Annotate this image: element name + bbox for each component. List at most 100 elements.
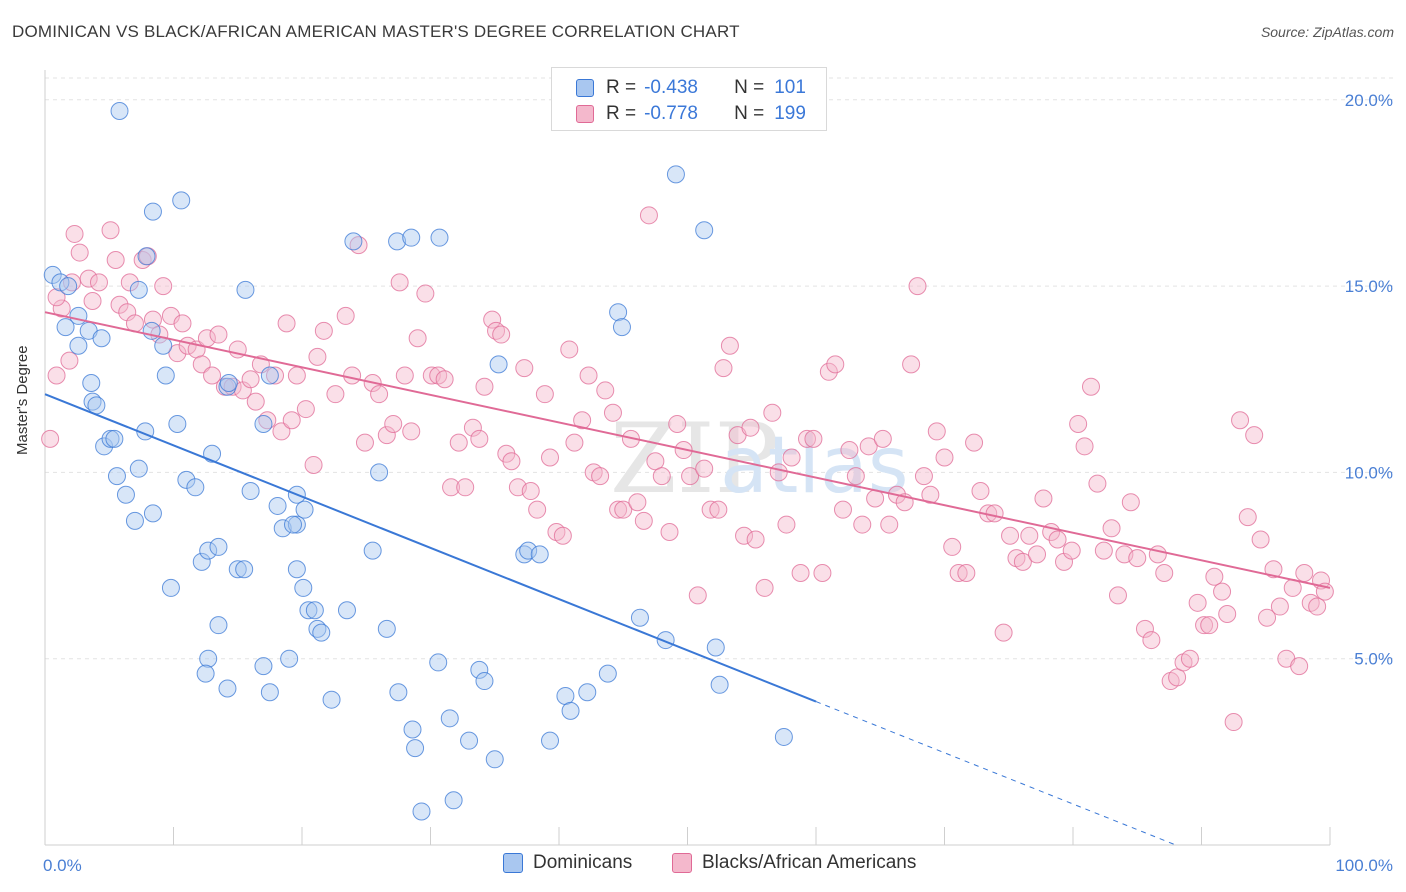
blacks-point [1195,616,1214,635]
blacks-point [628,493,647,512]
dominicans-point [177,470,196,489]
blacks-point [833,500,852,519]
dominicans-point [389,683,408,702]
legend-item-blacks[interactable]: Blacks/African Americans [672,852,916,874]
dominicans-point [363,541,382,560]
blacks-point [971,482,990,501]
blacks-point [384,414,403,433]
blacks-point [287,366,306,385]
series-legend: Dominicans Blacks/African Americans [0,852,1406,878]
dominicans-point [630,608,649,627]
blacks-point [79,269,98,288]
blacks-point [591,467,610,486]
blacks-point [927,422,946,441]
dominicans-label: Dominicans [533,852,633,873]
blacks-trend-line [44,311,1331,589]
blacks-swatch [672,853,692,873]
dominicans-point [241,482,260,501]
legend-row-blacks: R = -0.778 N = 199 [576,102,806,126]
blacks-point [1075,437,1094,456]
blacks-point [173,314,192,333]
dominicans-point [209,537,228,556]
legend-n-label: N = [734,77,765,98]
blacks-point [1188,593,1207,612]
blacks-point [660,523,679,542]
legend-swatch-blue [576,79,594,97]
dominicans-point [706,638,725,657]
dominicans-trend-extension [815,701,1176,846]
blacks-point [935,448,954,467]
blacks-point [1001,526,1020,545]
dominicans-point [284,515,303,534]
dominicans-point [56,318,75,337]
blacks-point [47,366,66,385]
blacks-point [880,515,899,534]
blacks-point [763,403,782,422]
blacks-point [1224,713,1243,732]
blacks-point [873,429,892,448]
blacks-point [709,500,728,519]
blacks-point [1200,616,1219,635]
blacks-point [1121,493,1140,512]
blacks-point [1048,530,1067,549]
blacks-point [603,403,622,422]
blacks-point [296,400,315,419]
blacks-point [377,426,396,445]
blacks-point [1205,567,1224,586]
dominicans-point [295,500,314,519]
legend-n-label: N = [734,103,765,124]
dominicans-point [312,623,331,642]
blacks-point [755,578,774,597]
dominicans-point [294,578,313,597]
blacks-point [1088,474,1107,493]
blacks-point [1062,541,1081,560]
legend-r-value: -0.438 [644,77,698,98]
blacks-point [791,564,810,583]
blacks-point [573,411,592,430]
dominicans-point [107,467,126,486]
dominicans-point [228,560,247,579]
dominicans-point [186,478,205,497]
legend-row-dominicans: R = -0.438 N = 101 [576,76,806,100]
legend-swatch-pink [576,105,594,123]
blacks-point [695,459,714,478]
dominicans-point [444,791,463,810]
dominicans-point [485,750,504,769]
blacks-point [483,310,502,329]
blacks-point [463,418,482,437]
y-tick-label: 15.0% [1345,277,1393,296]
blacks-point [819,362,838,381]
blacks-point [192,355,211,374]
blacks-point [853,515,872,534]
dominicans-point [489,355,508,374]
dominicans-point [116,485,135,504]
blacks-point [101,221,120,240]
blacks-point [652,467,671,486]
dominicans-point [695,221,714,240]
blacks-point [1218,604,1237,623]
dominicans-point [470,660,489,679]
blacks-point [395,366,414,385]
dominicans-point [530,545,549,564]
blacks-point [266,366,285,385]
dominicans-trend-line [44,393,817,703]
blacks-point [1034,489,1053,508]
blacks-point [272,422,291,441]
blacks-point [646,452,665,471]
blacks-point [282,411,301,430]
blacks-point [1155,564,1174,583]
legend-r-label: R = [606,103,637,124]
dominicans-point [561,701,580,720]
blacks-point [246,392,265,411]
dominicans-point [196,664,215,683]
legend-n-value: 101 [774,77,806,98]
blacks-point [840,441,859,460]
blacks-point [1231,411,1250,430]
legend-item-dominicans[interactable]: Dominicans [503,852,632,874]
dominicans-point [287,515,306,534]
dominicans-point [412,802,431,821]
dominicans-point [235,560,254,579]
blacks-point [681,467,700,486]
blacks-point [336,306,355,325]
